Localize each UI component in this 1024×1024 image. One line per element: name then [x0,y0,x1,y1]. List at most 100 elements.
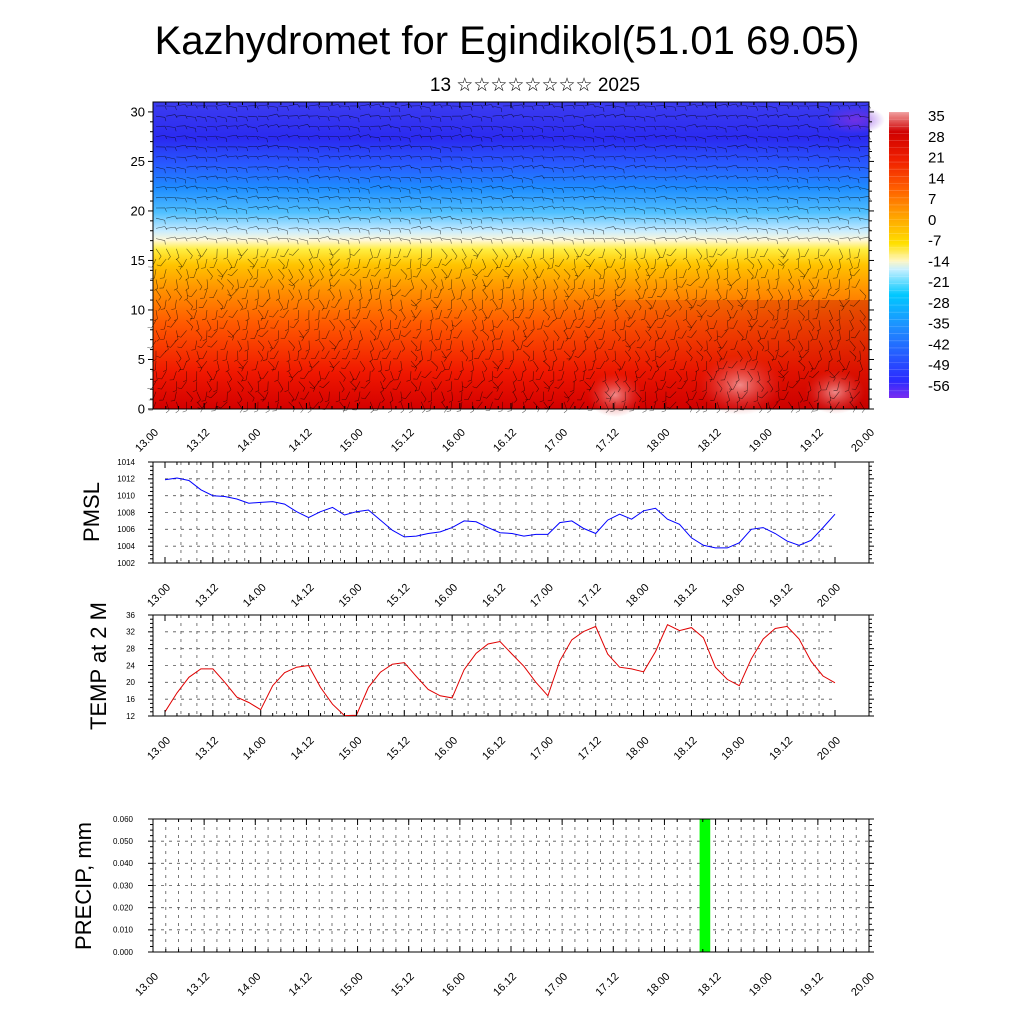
y-tick-label: 1014 [117,458,135,467]
wind-barb [486,391,493,399]
wind-barb [237,381,244,389]
wind-barb [757,340,765,348]
wind-barb [288,103,298,107]
wind-barb [374,269,381,277]
wind-barb [388,360,391,370]
wind-barb-flag [666,307,670,312]
wind-barb [512,289,516,299]
wind-barb [581,279,585,289]
wind-barb [522,258,529,267]
wind-barb [574,195,584,199]
wind-barb-flag [429,177,432,182]
wind-barb [741,391,748,399]
wind-barb-flag [817,154,821,159]
wind-barb-flag [705,228,708,233]
wind-barb [604,197,614,199]
wind-barb-flag [746,167,748,172]
wind-barb-flag [317,126,320,131]
wind-barb [669,401,677,409]
wind-barb-flag [389,136,392,141]
wind-barb-flag [817,187,820,191]
wind-barb-flag [827,114,831,118]
wind-barb [706,340,708,350]
wind-barb-flag [297,198,300,203]
wind-barb [839,206,849,209]
wind-barb [529,391,534,400]
wind-barb-flag [409,195,413,200]
wind-barb [804,371,810,380]
y-tick-label: 1002 [117,559,135,568]
wind-barb-flag [741,338,746,341]
wind-barb [293,320,300,328]
wind-barb [476,269,483,276]
wind-barb-flag [288,283,293,287]
wind-barb-flag [435,286,438,290]
wind-barb-flag [215,175,219,180]
wind-barb [696,136,706,139]
wind-barb [808,226,818,229]
wind-barb [492,197,502,200]
wind-barb [741,299,748,307]
wind-barb [498,391,504,400]
wind-barb [273,350,279,359]
wind-barb-flag [382,357,387,359]
wind-barb-flag [708,266,712,271]
wind-barb [247,155,257,158]
wind-barb-flag [450,156,453,161]
wind-barb [227,195,237,199]
wind-barb-flag [582,349,587,352]
wind-barb-flag [329,284,334,287]
wind-barb [828,320,835,329]
wind-barb-flag [776,186,780,191]
wind-barb [818,145,828,148]
wind-barb [215,309,218,319]
wind-barb [594,113,604,117]
wind-barb-flag [195,155,198,159]
wind-barb-flag [836,359,841,362]
wind-barb [176,226,186,229]
wind-barb [479,391,483,401]
wind-barb-flag [225,125,229,130]
wind-barb [522,360,527,370]
wind-barb [400,309,406,318]
wind-barb-flag [858,113,861,118]
wind-barb-flag [644,104,647,109]
wind-barb [614,197,624,200]
wind-barb-flag [756,209,758,214]
wind-barb-flag [748,325,753,328]
wind-barb [335,340,340,349]
wind-barb [224,299,228,309]
wind-barb [161,371,167,380]
wind-barb-flag [798,304,803,307]
wind-barb-flag [228,335,233,338]
wind-barb-flag [767,410,771,414]
wind-barb-flag [448,400,453,403]
wind-barb-flag [797,156,800,161]
wind-barb-flag [160,308,165,310]
wind-barb [319,236,329,239]
wind-barb [227,207,237,210]
wind-barb-flag [817,134,820,139]
wind-barb [711,258,718,267]
wind-barb-flag [776,124,780,129]
wind-barb [761,391,769,399]
wind-barb [206,381,212,390]
wind-barb [160,258,167,267]
wind-barb [460,289,463,299]
wind-barb [410,187,420,191]
wind-barb [461,165,471,168]
wind-barb-flag [705,125,708,130]
wind-barb-flag [713,339,718,342]
wind-barb-flag [171,308,176,310]
wind-barb-flag [399,165,402,170]
wind-barb [224,340,228,350]
wind-barb [767,309,775,317]
wind-barb [329,125,339,127]
wind-barb-flag [582,137,585,142]
wind-barb-flag [531,239,534,244]
wind-barb [798,371,800,381]
wind-barb-flag [429,115,432,120]
wind-barb-flag [231,285,234,290]
wind-barb-flag [674,209,676,214]
wind-barb-flag [547,316,550,321]
